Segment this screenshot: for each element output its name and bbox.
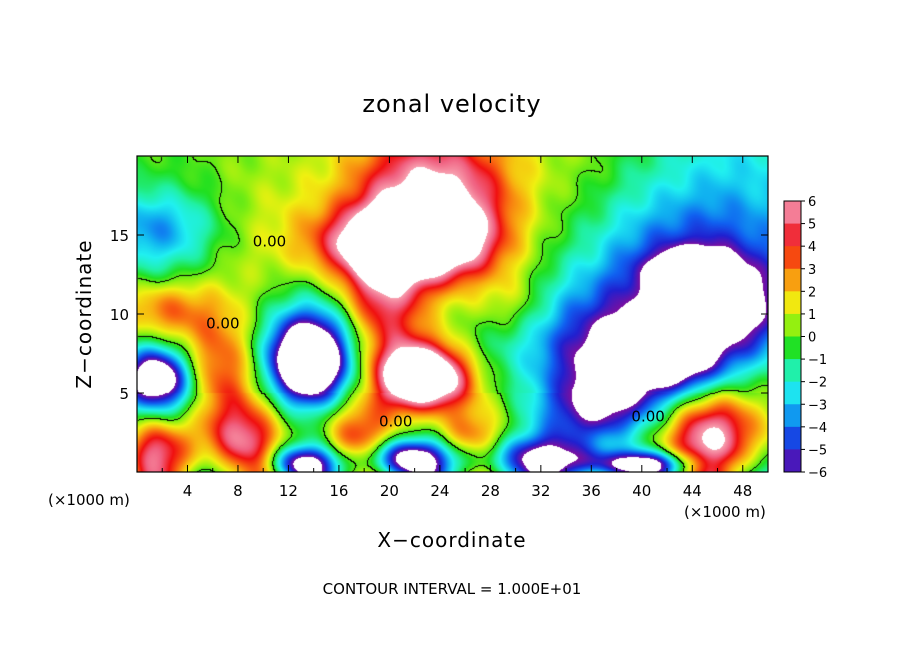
- chart-title: zonal velocity: [362, 90, 541, 118]
- colorbar-tick-label: 0: [808, 331, 816, 346]
- y-axis-label: Z−coordinate: [72, 239, 96, 388]
- colorbar-tick-label: −3: [808, 398, 827, 413]
- colorbar-tick-label: 4: [808, 240, 816, 255]
- x-tick-label: 8: [233, 482, 243, 500]
- x-tick-label: 24: [430, 482, 449, 500]
- y-tick-label: 5: [119, 385, 129, 403]
- colorbar-tick-label: 3: [808, 263, 816, 278]
- colorbar-segment: [784, 291, 801, 315]
- colorbar-segment: [784, 404, 801, 428]
- x-tick-label: 4: [183, 482, 193, 500]
- x-tick-label: 48: [733, 482, 752, 500]
- x-tick-label: 40: [632, 482, 651, 500]
- x-tick-label: 44: [683, 482, 702, 500]
- colorbar-tick-label: 5: [808, 218, 816, 233]
- y-tick-label: 15: [110, 227, 129, 245]
- contour-label-2: 0.00: [379, 412, 412, 430]
- colorbar-tick-label: −2: [808, 376, 827, 391]
- x-axis-ticks: 4 8 12 16 20 24 28 32 36 40 44 48: [161, 156, 752, 500]
- x-tick-label: 20: [380, 482, 399, 500]
- x-axis-label: X−coordinate: [377, 528, 526, 552]
- x-tick-label: 32: [531, 482, 550, 500]
- x-tick-label: 36: [582, 482, 601, 500]
- colorbar: 6 5 4 3 2 1 0 −1 −2 −3 −4 −5 −6: [783, 195, 827, 481]
- contour-label-1: 0.00: [206, 314, 239, 332]
- colorbar-tick-label: 1: [808, 308, 816, 323]
- colorbar-tick-label: −1: [808, 353, 827, 368]
- x-tick-label: 12: [279, 482, 298, 500]
- colorbar-segment: [784, 449, 801, 473]
- colorbar-segment: [784, 246, 801, 270]
- colorbar-tick-label: 6: [808, 195, 816, 210]
- colorbar-segment: [784, 381, 801, 405]
- colorbar-segment: [784, 426, 801, 450]
- heatmap-plot: 0.000.000.00 0.00 4 8 12 16 20 24 28 32 36 40 44 48 …: [110, 155, 769, 500]
- colorbar-tick-label: −6: [808, 466, 827, 481]
- colorbar-segment: [784, 313, 801, 337]
- colorbar-tick-label: −5: [808, 443, 827, 458]
- colorbar-segment: [784, 336, 801, 360]
- colorbar-segment: [784, 268, 801, 292]
- x-tick-label: 28: [481, 482, 500, 500]
- y-axis-ticks: 5 10 15: [110, 227, 768, 403]
- velocity-field: [137, 156, 768, 472]
- x-unit-label-right: (×1000 m): [684, 503, 766, 521]
- colorbar-tick-label: 2: [808, 285, 816, 300]
- contour-labels: 0.00 0.00 0.00 0.00: [206, 232, 665, 430]
- contour-label-3: 0.00: [631, 408, 664, 426]
- x-tick-label: 16: [329, 482, 348, 500]
- x-unit-label-left: (×1000 m): [48, 491, 130, 509]
- colorbar-segment: [784, 223, 801, 247]
- colorbar-tick-label: −4: [808, 421, 827, 436]
- colorbar-segment: [784, 359, 801, 383]
- contour-interval-note: CONTOUR INTERVAL = 1.000E+01: [323, 580, 582, 598]
- colorbar-segment: [784, 201, 801, 225]
- contour-label-0: 0.00: [253, 232, 286, 250]
- y-tick-label: 10: [110, 306, 129, 324]
